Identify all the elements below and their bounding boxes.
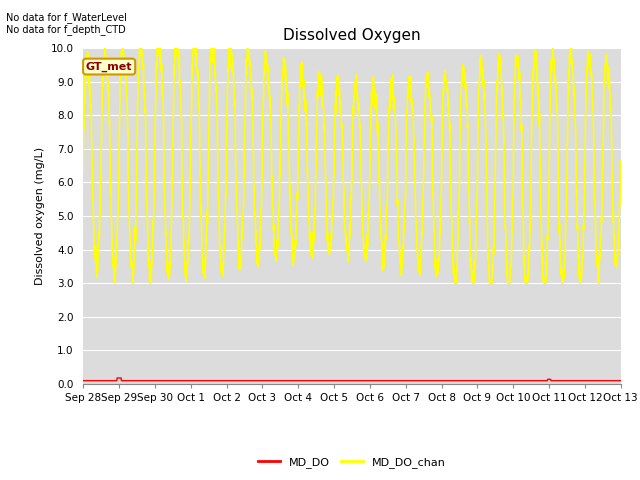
Legend: MD_DO, MD_DO_chan: MD_DO, MD_DO_chan: [253, 453, 451, 472]
Title: Dissolved Oxygen: Dissolved Oxygen: [283, 28, 421, 43]
Text: No data for f_depth_CTD: No data for f_depth_CTD: [6, 24, 126, 35]
Text: GT_met: GT_met: [86, 61, 132, 72]
Text: No data for f_WaterLevel: No data for f_WaterLevel: [6, 12, 127, 23]
Y-axis label: Dissolved oxygen (mg/L): Dissolved oxygen (mg/L): [35, 147, 45, 285]
